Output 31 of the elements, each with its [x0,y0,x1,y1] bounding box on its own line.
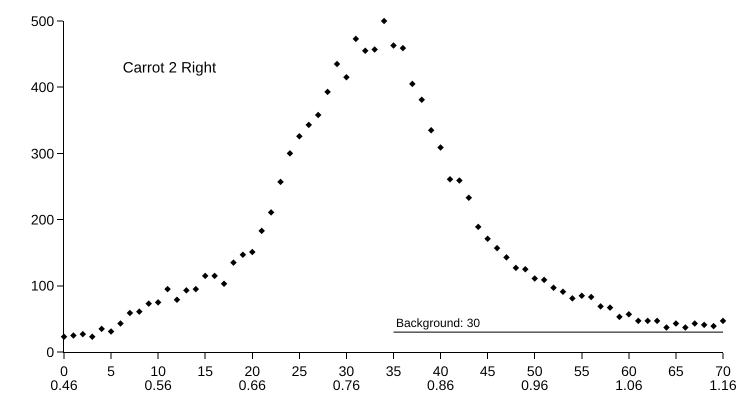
x2-tick-label: 0.86 [426,376,454,393]
y-tick-label: 500 [30,12,54,29]
x-tick-label: 65 [668,362,684,379]
x-tick-label: 50 [526,362,543,379]
x2-tick-label: 0.56 [144,376,172,393]
x-tick-label: 45 [480,362,496,379]
x2-tick-label: 0.76 [332,376,360,393]
x-tick-label: 20 [244,362,260,379]
x2-tick-label: 0.46 [50,376,78,393]
y-tick-label: 300 [30,145,54,162]
y-tick-label: 400 [30,79,54,96]
x-tick-label: 30 [338,362,354,379]
x-tick-label: 10 [150,362,166,379]
x-tick-label: 35 [386,362,402,379]
x2-tick-label: 0.66 [238,376,266,393]
x-tick-label: 60 [621,362,637,379]
y-tick-label: 0 [46,344,54,360]
y-tick-label: 200 [30,212,54,228]
x2-tick-label: 1.06 [615,376,643,393]
x-tick-label: 40 [432,362,449,379]
text: Carrot 2 Right [122,60,217,77]
x2-tick-label: 0.96 [521,376,549,393]
x-tick-label: 55 [574,362,590,379]
x-tick-label: 15 [197,362,214,379]
x-tick-label: 70 [715,362,731,379]
y-tick-label: 100 [30,278,54,294]
ref-line-label: Background: 30 [396,316,480,330]
x-tick-label: 25 [292,362,308,379]
x-tick-label: 0 [60,362,68,379]
x-tick-label: 5 [107,362,116,379]
x2-tick-label: 1.16 [709,376,737,393]
